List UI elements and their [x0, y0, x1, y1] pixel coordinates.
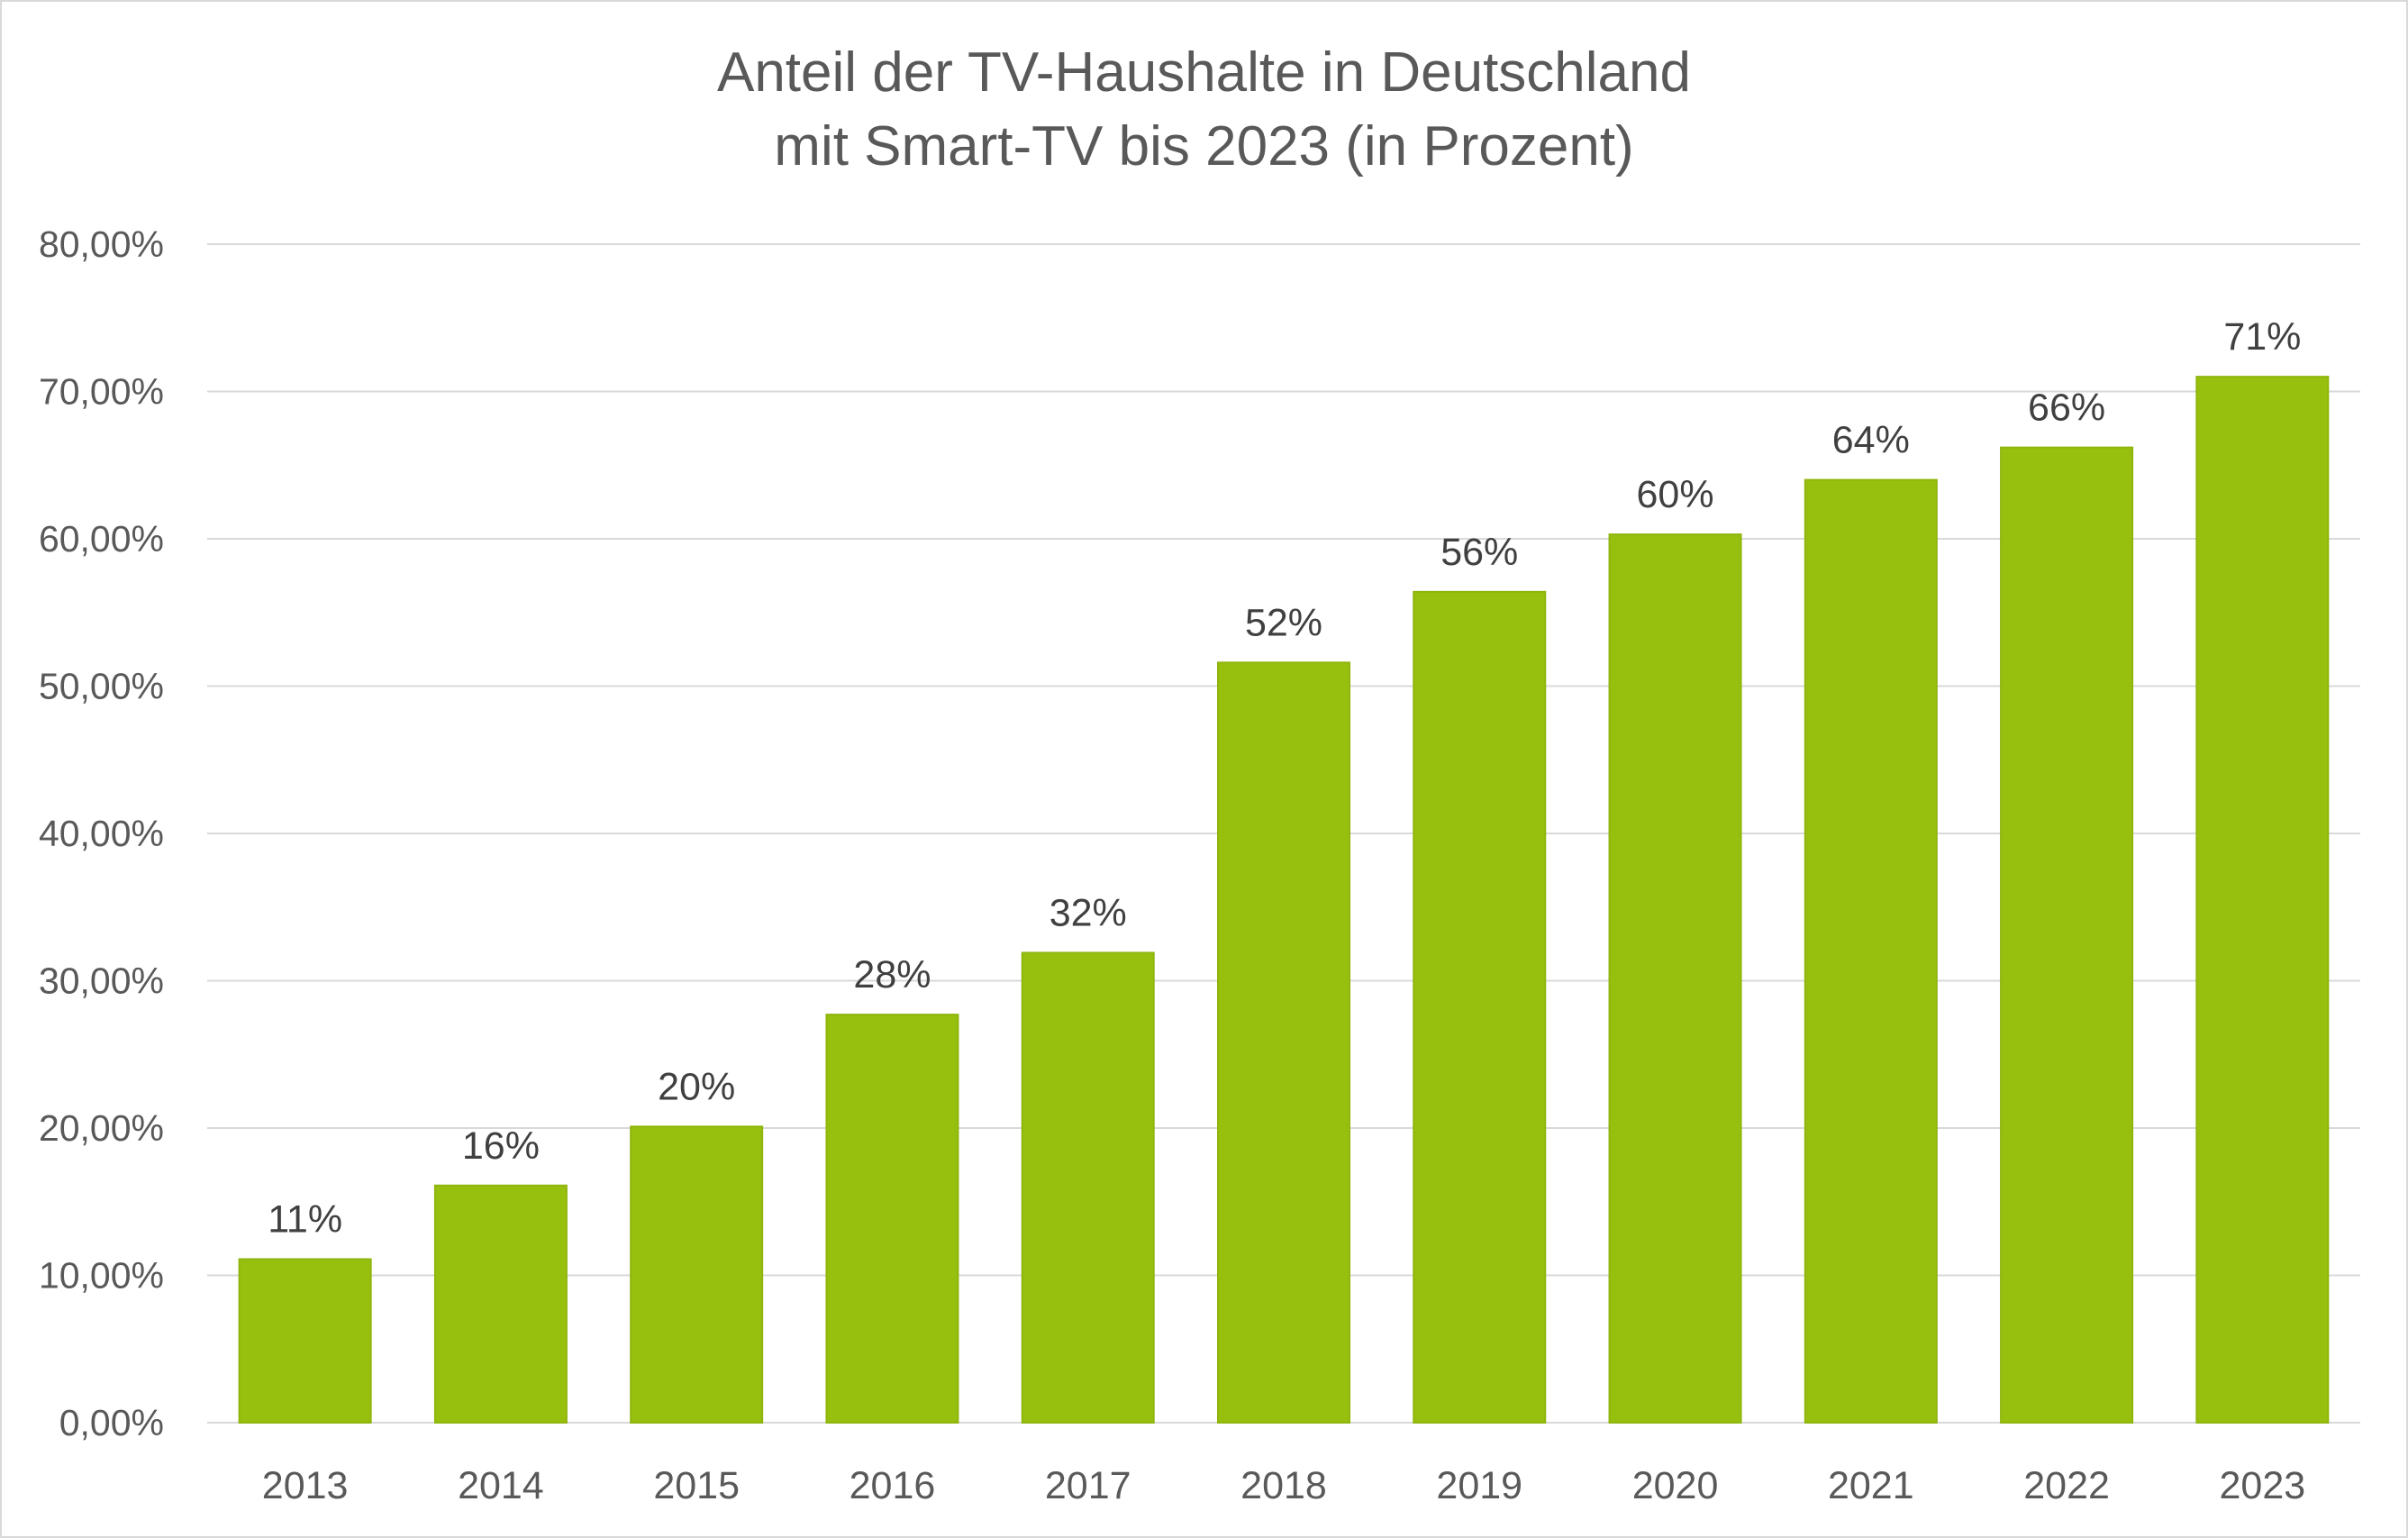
- x-tick-label-2023: 2023: [2220, 1464, 2306, 1507]
- y-tick-label: 0,00%: [59, 1402, 164, 1443]
- bar-2018: [1216, 661, 1351, 1424]
- data-label-2020: 60%: [1637, 473, 1714, 516]
- x-tick-label-2018: 2018: [1240, 1464, 1327, 1507]
- y-tick-label: 70,00%: [39, 371, 164, 413]
- data-label-2015: 20%: [658, 1065, 735, 1108]
- y-tick-label: 30,00%: [39, 960, 164, 1002]
- y-tick-label: 20,00%: [39, 1107, 164, 1149]
- bar-2013: [238, 1258, 372, 1424]
- y-tick-label: 80,00%: [39, 223, 164, 265]
- y-tick-label: 60,00%: [39, 518, 164, 560]
- x-tick-label-2021: 2021: [1828, 1464, 1914, 1507]
- x-tick-label-2015: 2015: [653, 1464, 740, 1507]
- data-label-2021: 64%: [1832, 419, 1910, 462]
- x-tick-label-2016: 2016: [850, 1464, 936, 1507]
- bar-2016: [825, 1014, 959, 1424]
- bar-2020: [1608, 533, 1742, 1424]
- data-label-2013: 11%: [268, 1198, 342, 1242]
- data-label-2017: 32%: [1050, 891, 1127, 934]
- x-tick-label-2013: 2013: [262, 1464, 349, 1507]
- y-tick-label: 10,00%: [39, 1255, 164, 1297]
- bar-2023: [2195, 376, 2330, 1424]
- chart-title: Anteil der TV-Haushalte in Deutschland m…: [0, 36, 2408, 184]
- data-label-2014: 16%: [462, 1124, 540, 1168]
- bar-2015: [630, 1125, 764, 1424]
- data-label-2022: 66%: [2028, 387, 2105, 430]
- data-labels: 11% 16% 20% 28% 32% 52% 56% 60% 64% 66% 71%: [268, 315, 2301, 1241]
- bar-2014: [433, 1184, 568, 1424]
- bar-2019: [1413, 590, 1547, 1424]
- chart-title-line-1: Anteil der TV-Haushalte in Deutschland: [716, 41, 1692, 104]
- data-label-2016: 28%: [853, 953, 931, 997]
- x-tick-label-2014: 2014: [458, 1464, 544, 1507]
- bar-2022: [2000, 446, 2134, 1424]
- data-label-2018: 52%: [1245, 601, 1322, 644]
- data-label-2023: 71%: [2223, 315, 2301, 359]
- x-tick-label-2022: 2022: [2023, 1464, 2110, 1507]
- x-tick-label-2017: 2017: [1045, 1464, 1131, 1507]
- x-axis: 2013 2014 2015 2016 2017 2018 2019 2020 2021 2022…: [262, 1464, 2305, 1507]
- x-tick-label-2020: 2020: [1632, 1464, 1719, 1507]
- bar-2017: [1021, 951, 1155, 1424]
- y-tick-label: 50,00%: [39, 666, 164, 707]
- bar-2021: [1804, 478, 1938, 1424]
- y-tick-label: 40,00%: [39, 813, 164, 854]
- x-tick-label-2019: 2019: [1436, 1464, 1522, 1507]
- data-label-2019: 56%: [1440, 531, 1518, 574]
- bars: [238, 376, 2330, 1424]
- y-axis: 0,00% 10,00% 20,00% 30,00% 40,00% 50,00% 60,00…: [39, 223, 164, 1443]
- chart-title-line-2: mit Smart-TV bis 2023 (in Prozent): [774, 115, 1634, 177]
